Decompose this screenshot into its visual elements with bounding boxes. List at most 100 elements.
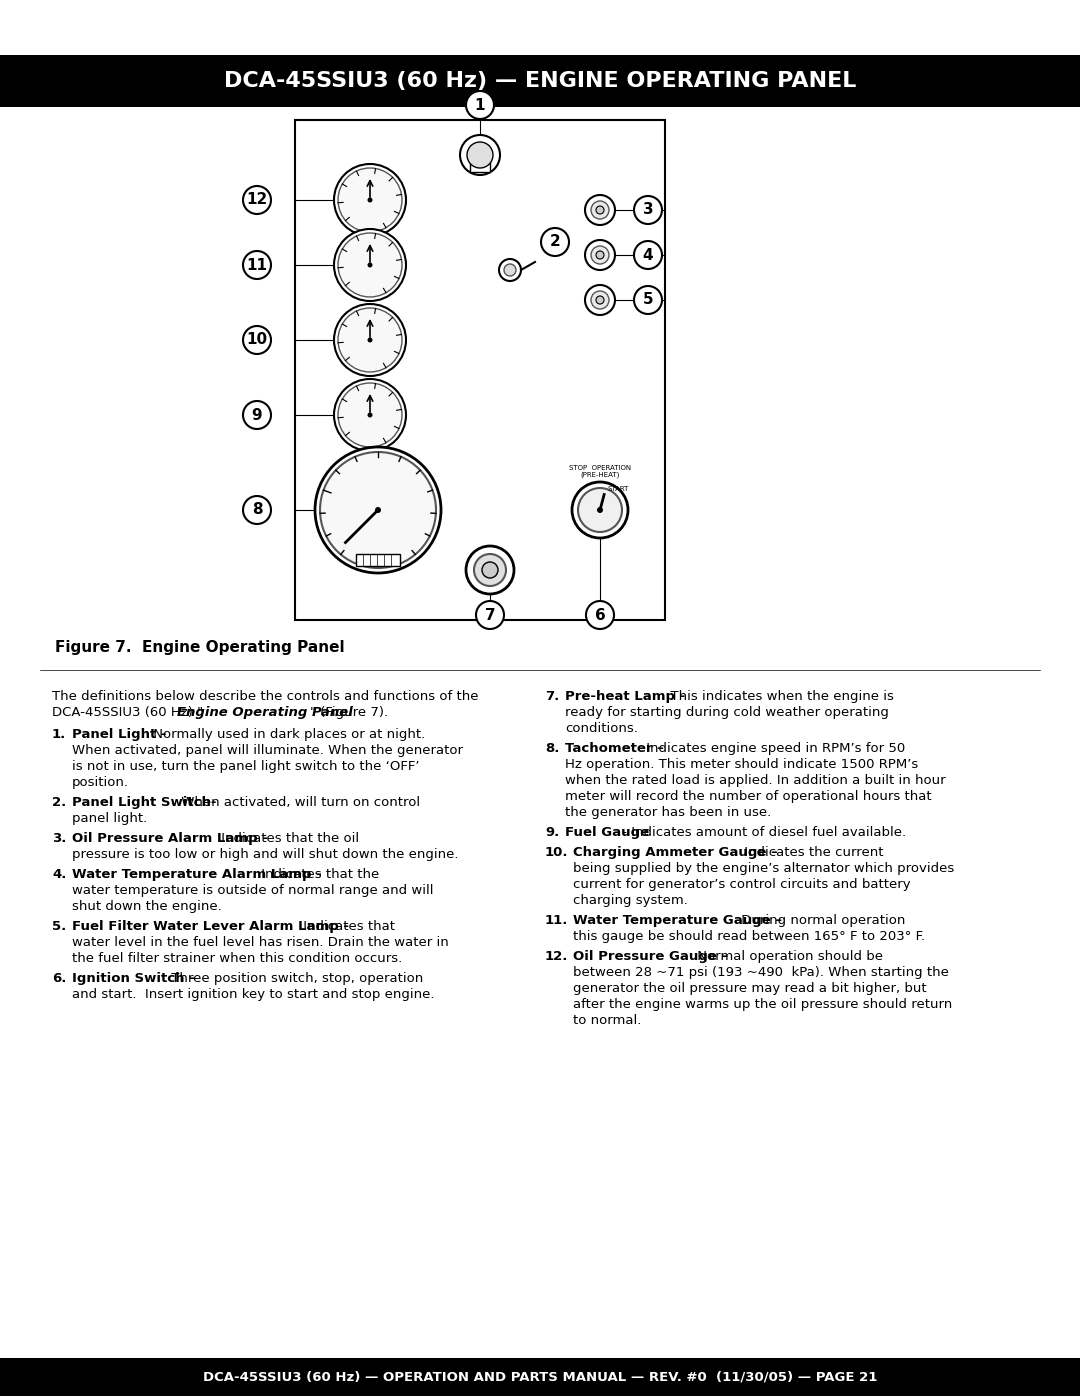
Text: 4.: 4. <box>52 868 66 882</box>
Text: 7: 7 <box>485 608 496 623</box>
Text: when the rated load is applied. In addition a built in hour: when the rated load is applied. In addit… <box>565 774 946 787</box>
Circle shape <box>541 228 569 256</box>
Circle shape <box>367 197 373 203</box>
Text: The definitions below describe the controls and functions of the: The definitions below describe the contr… <box>52 690 478 703</box>
Text: ready for starting during cold weather operating: ready for starting during cold weather o… <box>565 705 889 719</box>
Text: 8: 8 <box>252 503 262 517</box>
Text: is not in use, turn the panel light switch to the ‘OFF’: is not in use, turn the panel light swit… <box>72 760 419 773</box>
Text: 3.: 3. <box>52 833 66 845</box>
Text: being supplied by the engine’s alternator which provides: being supplied by the engine’s alternato… <box>573 862 955 875</box>
Text: 6: 6 <box>595 608 606 623</box>
Circle shape <box>578 488 622 532</box>
Text: " (Figure 7).: " (Figure 7). <box>310 705 388 719</box>
Text: 1: 1 <box>475 98 485 113</box>
Circle shape <box>585 285 615 314</box>
Text: the fuel filter strainer when this condition occurs.: the fuel filter strainer when this condi… <box>72 951 402 965</box>
Text: Figure 7.  Engine Operating Panel: Figure 7. Engine Operating Panel <box>55 640 345 655</box>
Circle shape <box>338 233 402 298</box>
Text: Pre-heat Lamp -: Pre-heat Lamp - <box>565 690 685 703</box>
Circle shape <box>243 251 271 279</box>
Circle shape <box>591 201 609 219</box>
Text: Normally used in dark places or at night.: Normally used in dark places or at night… <box>149 728 426 740</box>
Text: 10.: 10. <box>545 847 568 859</box>
Text: Panel Light -: Panel Light - <box>72 728 166 740</box>
Text: Indicates that the oil: Indicates that the oil <box>217 833 360 845</box>
Text: Water Temperature Gauge –: Water Temperature Gauge – <box>573 914 782 928</box>
Text: Indicates engine speed in RPM’s for 50: Indicates engine speed in RPM’s for 50 <box>642 742 905 754</box>
Text: 5: 5 <box>643 292 653 307</box>
Text: current for generator’s control circuits and battery: current for generator’s control circuits… <box>573 877 910 891</box>
Text: Engine Operating Panel: Engine Operating Panel <box>177 705 353 719</box>
Circle shape <box>465 91 494 119</box>
Circle shape <box>572 482 627 538</box>
Circle shape <box>476 601 504 629</box>
Circle shape <box>634 242 662 270</box>
Circle shape <box>320 453 436 569</box>
Text: the generator has been in use.: the generator has been in use. <box>565 806 771 819</box>
Circle shape <box>474 555 507 585</box>
Circle shape <box>243 401 271 429</box>
Text: Fuel Gauge: Fuel Gauge <box>565 826 649 840</box>
Text: Tachometer –: Tachometer – <box>565 742 664 754</box>
Text: Oil Pressure Alarm Lamp -: Oil Pressure Alarm Lamp - <box>72 833 268 845</box>
Text: pressure is too low or high and will shut down the engine.: pressure is too low or high and will shu… <box>72 848 459 861</box>
Text: after the engine warms up the oil pressure should return: after the engine warms up the oil pressu… <box>573 997 953 1011</box>
Text: shut down the engine.: shut down the engine. <box>72 900 221 914</box>
Text: Hz operation. This meter should indicate 1500 RPM’s: Hz operation. This meter should indicate… <box>565 759 918 771</box>
Circle shape <box>367 338 373 342</box>
Text: 8.: 8. <box>545 742 559 754</box>
Circle shape <box>315 447 441 573</box>
Text: 9.: 9. <box>545 826 559 840</box>
Text: 2.: 2. <box>52 796 66 809</box>
Circle shape <box>596 205 604 214</box>
Text: 1.: 1. <box>52 728 66 740</box>
Circle shape <box>586 601 615 629</box>
Bar <box>470 158 490 172</box>
Text: DCA-45SSIU3 (60 Hz) — OPERATION AND PARTS MANUAL — REV. #0  (11/30/05) — PAGE 21: DCA-45SSIU3 (60 Hz) — OPERATION AND PART… <box>203 1370 877 1383</box>
Text: Panel Light Switch-: Panel Light Switch- <box>72 796 216 809</box>
Circle shape <box>367 412 373 418</box>
Bar <box>356 555 400 566</box>
Text: When activated, panel will illuminate. When the generator: When activated, panel will illuminate. W… <box>72 745 463 757</box>
Bar <box>0 1358 1080 1396</box>
Text: 6.: 6. <box>52 972 66 985</box>
Text: Normal operation should be: Normal operation should be <box>693 950 883 963</box>
Text: During normal operation: During normal operation <box>737 914 905 928</box>
Text: 10: 10 <box>246 332 268 348</box>
Circle shape <box>467 142 492 168</box>
Circle shape <box>465 546 514 594</box>
Text: water temperature is outside of normal range and will: water temperature is outside of normal r… <box>72 884 433 897</box>
Text: Oil Pressure Gauge –: Oil Pressure Gauge – <box>573 950 728 963</box>
Circle shape <box>243 496 271 524</box>
Circle shape <box>460 136 500 175</box>
Circle shape <box>375 507 381 513</box>
Text: Charging Ammeter Gauge –: Charging Ammeter Gauge – <box>573 847 778 859</box>
Text: - Indicates amount of diesel fuel available.: - Indicates amount of diesel fuel availa… <box>618 826 906 840</box>
Text: Indicates that the: Indicates that the <box>257 868 379 882</box>
Bar <box>0 54 1080 108</box>
Text: Three position switch, stop, operation: Three position switch, stop, operation <box>167 972 423 985</box>
Text: 12: 12 <box>246 193 268 208</box>
Text: this gauge be should read between 165° F to 203° F.: this gauge be should read between 165° F… <box>573 930 926 943</box>
Circle shape <box>334 163 406 236</box>
Text: STOP  OPERATION
(PRE-HEAT): STOP OPERATION (PRE-HEAT) <box>569 464 631 478</box>
Text: to normal.: to normal. <box>573 1014 642 1027</box>
Text: Fuel Filter Water Lever Alarm Lamp -: Fuel Filter Water Lever Alarm Lamp - <box>72 921 349 933</box>
Text: START: START <box>607 486 629 492</box>
Circle shape <box>338 168 402 232</box>
Text: 4: 4 <box>643 247 653 263</box>
Text: generator the oil pressure may read a bit higher, but: generator the oil pressure may read a bi… <box>573 982 927 995</box>
Text: Indicates that: Indicates that <box>299 921 395 933</box>
Text: 7.: 7. <box>545 690 559 703</box>
Circle shape <box>243 326 271 353</box>
Text: 3: 3 <box>643 203 653 218</box>
Text: 2: 2 <box>550 235 561 250</box>
Text: and start.  Insert ignition key to start and stop engine.: and start. Insert ignition key to start … <box>72 988 434 1002</box>
Text: 9: 9 <box>252 408 262 422</box>
Text: Water Temperature Alarm Lamp -: Water Temperature Alarm Lamp - <box>72 868 322 882</box>
Circle shape <box>334 305 406 376</box>
Circle shape <box>243 186 271 214</box>
Text: 12.: 12. <box>545 950 568 963</box>
Text: 11.: 11. <box>545 914 568 928</box>
Text: panel light.: panel light. <box>72 812 147 826</box>
